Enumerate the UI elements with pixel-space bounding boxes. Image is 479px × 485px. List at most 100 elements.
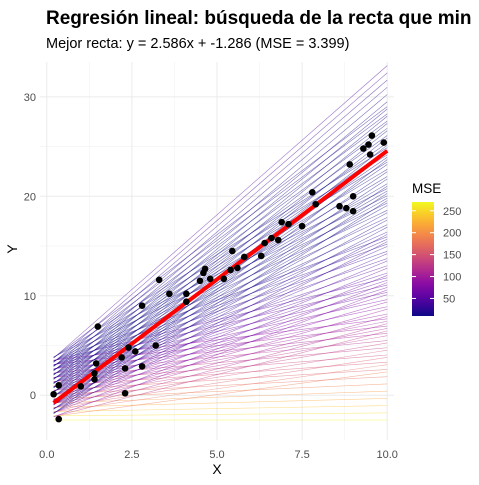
- candidate-line: [53, 185, 388, 406]
- chart-title: Regresión lineal: búsqueda de la recta q…: [46, 8, 472, 29]
- data-point: [55, 381, 63, 389]
- data-point: [380, 139, 388, 146]
- data-point: [55, 415, 63, 423]
- x-tick-label: 2.5: [124, 449, 139, 461]
- candidate-line: [53, 197, 388, 388]
- candidate-line: [53, 120, 388, 367]
- candidate-line: [53, 287, 388, 392]
- candidate-line: [53, 282, 388, 413]
- candidate-line: [53, 316, 388, 409]
- candidate-line: [53, 349, 388, 404]
- candidate-line: [53, 308, 388, 404]
- data-point: [278, 218, 285, 226]
- candidate-line: [53, 306, 388, 378]
- data-point: [274, 236, 282, 244]
- data-point: [349, 207, 357, 215]
- data-point: [138, 363, 146, 370]
- candidate-line: [53, 142, 388, 380]
- candidate-line: [53, 294, 388, 396]
- legend-ticks: 50 100 150 200 250: [412, 206, 461, 305]
- data-point: [285, 220, 292, 228]
- candidate-line: [53, 149, 388, 384]
- candidate-line: [53, 369, 388, 391]
- data-point: [183, 290, 190, 298]
- candidate-line: [53, 320, 388, 387]
- candidate-line: [53, 361, 388, 387]
- candidate-line: [53, 383, 388, 400]
- candidate-line: [53, 234, 388, 409]
- data-point: [312, 200, 320, 208]
- data-point: [132, 348, 139, 355]
- data-points: [50, 132, 388, 423]
- candidate-line: [53, 371, 388, 417]
- candidate-line: [53, 137, 388, 402]
- candidate-line: [53, 87, 388, 372]
- candidate-line: [53, 284, 388, 366]
- data-point: [234, 264, 241, 272]
- candidate-line: [53, 94, 388, 376]
- data-point: [349, 192, 357, 200]
- data-point: [118, 354, 125, 361]
- candidate-line: [53, 253, 388, 396]
- data-point: [94, 323, 102, 330]
- candidate-line: [53, 178, 388, 401]
- candidate-line: [53, 128, 388, 371]
- data-point: [365, 141, 372, 148]
- data-point: [257, 252, 265, 260]
- candidate-line: [53, 113, 388, 363]
- data-point: [77, 382, 85, 390]
- data-point: [206, 275, 214, 283]
- x-tick-label: 5.0: [209, 449, 224, 461]
- data-point: [152, 342, 160, 349]
- candidate-line: [53, 116, 388, 389]
- candidate-line: [53, 108, 388, 384]
- y-tick-label: 20: [24, 191, 36, 203]
- candidate-line: [53, 101, 388, 380]
- y-tick-label: 30: [24, 92, 36, 104]
- legend-tick-label: 200: [443, 228, 461, 240]
- y-tick-label: 0: [30, 390, 36, 402]
- data-point: [229, 247, 236, 255]
- candidate-line: [53, 226, 388, 405]
- candidate-line: [53, 279, 388, 387]
- data-point: [268, 234, 275, 242]
- y-axis-title: Y: [4, 244, 20, 254]
- candidate-line: [53, 219, 388, 401]
- candidate-line: [53, 275, 388, 409]
- legend-tick-label: 150: [443, 250, 461, 262]
- data-point: [121, 365, 129, 372]
- data-point: [91, 370, 98, 377]
- data-point: [166, 290, 173, 298]
- x-tick-label: 0.0: [39, 449, 54, 461]
- data-point: [309, 189, 316, 196]
- x-axis-title: X: [212, 461, 222, 477]
- data-point: [201, 265, 209, 273]
- chart-subtitle: Mejor recta: y = 2.586x + -1.286 (MSE = …: [46, 36, 349, 52]
- candidate-line: [53, 260, 388, 401]
- data-point: [261, 239, 268, 247]
- candidate-line: [53, 325, 388, 365]
- candidate-line: [53, 106, 388, 358]
- candidate-line: [53, 241, 388, 414]
- data-point: [360, 145, 367, 152]
- candidate-line: [53, 354, 388, 382]
- data-point: [336, 202, 343, 210]
- data-point: [298, 222, 306, 230]
- data-point: [92, 360, 100, 367]
- candidate-line: [53, 323, 388, 413]
- candidate-line: [53, 318, 388, 361]
- candidate-line: [53, 301, 388, 400]
- data-point: [343, 204, 350, 212]
- x-axis-ticks: 0.0 2.5 5.0 7.5 10.0: [39, 449, 398, 461]
- candidate-line: [53, 390, 388, 404]
- legend-colorbar: [412, 202, 434, 316]
- data-point: [91, 376, 98, 383]
- data-point: [138, 302, 146, 310]
- candidate-line: [53, 135, 388, 376]
- data-point: [155, 276, 163, 284]
- candidate-line: [53, 79, 388, 367]
- candidate-line: [53, 340, 388, 374]
- data-point: [227, 266, 234, 274]
- candidate-line: [53, 72, 388, 363]
